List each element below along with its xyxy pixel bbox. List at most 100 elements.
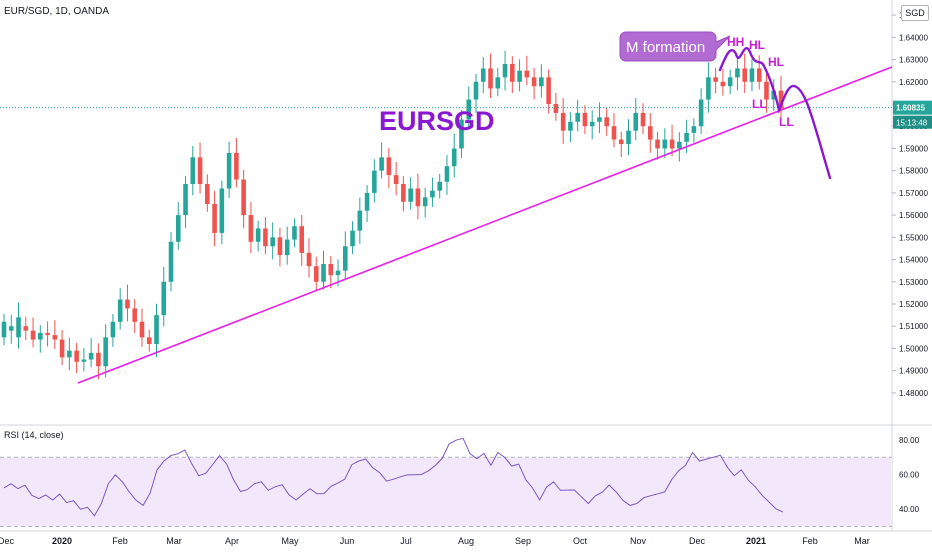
candle-body (393, 175, 399, 184)
swing-label: HH (727, 35, 744, 49)
rsi-axis-label: 60.00 (899, 471, 920, 480)
candle-body (756, 68, 762, 82)
candle-body (38, 332, 43, 340)
swing-label: HL (749, 38, 765, 52)
candle-body (727, 77, 733, 87)
candle-body (30, 330, 36, 340)
candle-body (146, 337, 152, 344)
candle-body (255, 228, 261, 242)
candle-body (597, 117, 602, 122)
candle-body (444, 166, 450, 182)
rsi-legend[interactable]: RSI (14, close) (4, 430, 64, 440)
candle-body (379, 157, 384, 171)
candle-body (539, 77, 544, 87)
candle-body (248, 215, 254, 242)
candle-body (655, 139, 660, 149)
candle-body (422, 197, 428, 207)
candle-body (546, 77, 551, 104)
x-tick-label: Aug (458, 536, 474, 546)
candle-body (480, 68, 486, 82)
candle-body (408, 188, 413, 202)
candle-body (125, 299, 130, 309)
currency-badge[interactable]: SGD (901, 5, 929, 21)
candle-body (110, 321, 116, 338)
candle-body (386, 157, 392, 176)
current-price-tag (893, 100, 932, 115)
candle-body (81, 359, 87, 362)
candle-body (117, 299, 123, 322)
time-axis[interactable]: Dec 2020 Feb Mar Apr May Jun Jul Aug Sep Oct Nov Dec… (0, 536, 870, 546)
current-price-value: 1.60835 (896, 104, 925, 113)
candle-body (618, 139, 624, 144)
candle-body (306, 252, 312, 267)
candle-body (582, 112, 588, 127)
candle-body (212, 204, 217, 233)
candle-body (691, 126, 697, 133)
candle-body (720, 81, 726, 87)
candle-body (488, 68, 493, 89)
rsi-pane: 80.00 60.00 40.00 (0, 436, 920, 528)
candle-body (234, 152, 239, 180)
candle-body (749, 68, 755, 82)
candle-body (437, 181, 443, 191)
candle-body (103, 337, 108, 367)
x-tick-label: Nov (630, 536, 647, 546)
candle-body (175, 215, 181, 242)
candle-body (778, 90, 784, 109)
candle-body (299, 226, 305, 253)
rsi-axis-label: 80.00 (899, 436, 920, 445)
y-tick-label: 1.53000 (899, 278, 928, 287)
rsi-line (3, 437, 784, 517)
candle-body (698, 99, 704, 127)
candle-body (524, 70, 530, 78)
candle-body (321, 264, 326, 282)
countdown-value: 15:13:48 (896, 119, 928, 128)
x-tick-label: Mar (854, 536, 870, 546)
candle-body (560, 112, 566, 131)
candle-body (459, 119, 464, 149)
x-tick-label: Oct (573, 536, 588, 546)
x-tick-label: Mar (166, 536, 182, 546)
candle-body (45, 332, 50, 336)
x-tick-label: 2020 (52, 536, 72, 546)
x-tick-label: Feb (802, 536, 818, 546)
x-tick-label: Sep (515, 536, 531, 546)
swing-label: LL (752, 97, 767, 111)
candle-body (1, 321, 7, 338)
candle-body (190, 157, 196, 184)
candle-body (626, 130, 631, 144)
candle-body (662, 139, 668, 149)
candle-body (430, 190, 435, 198)
candle-body (742, 68, 747, 82)
candle-body (154, 315, 159, 344)
candle-body (611, 126, 617, 140)
swing-label: LL (779, 115, 794, 129)
symbol-line[interactable]: EUR/SGD, 1D, OANDA (4, 6, 110, 17)
candle-body (502, 64, 508, 78)
x-tick-label: Apr (225, 536, 239, 546)
candle-body (647, 126, 653, 140)
candle-body (713, 77, 718, 82)
x-tick-label: 2021 (746, 536, 766, 546)
price-axis[interactable]: 1.48000 1.49000 1.50000 1.51000 1.52000 1.530… (892, 11, 928, 398)
swing-label: HL (768, 55, 784, 69)
countdown-tag (893, 115, 932, 129)
candle-body (67, 350, 72, 358)
callout-text: M formation (626, 39, 705, 56)
candle-body (219, 188, 225, 233)
candle-body (241, 179, 246, 216)
y-tick-label: 1.63000 (899, 56, 928, 65)
candle-body (270, 237, 275, 247)
x-tick-label: Jul (400, 536, 412, 546)
candle-body (401, 184, 406, 202)
y-tick-label: 1.52000 (899, 300, 928, 309)
x-tick-label: Dec (0, 536, 14, 546)
candle-body (96, 352, 101, 367)
y-tick-label: 1.55000 (899, 233, 928, 242)
candle-body (350, 230, 355, 247)
candle-body (466, 99, 472, 120)
candlestick-series (1, 50, 784, 380)
